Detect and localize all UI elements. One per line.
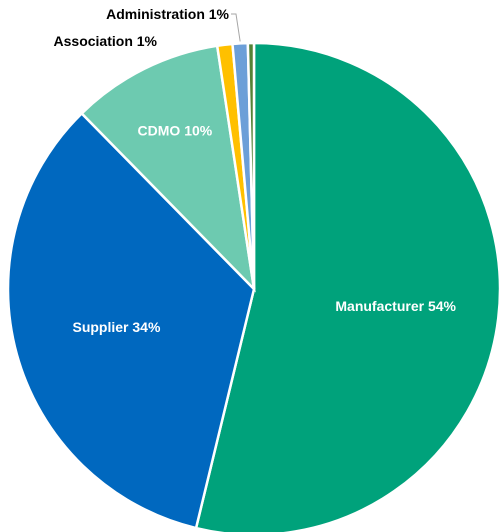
leader-line-administration (231, 13, 241, 42)
slice-supplier (6, 111, 256, 530)
slice-label-manufacturer: Manufacturer 54% (335, 298, 456, 314)
slice-label-administration: Administration 1% (106, 6, 229, 22)
slice-label-cdmo: CDMO 10% (138, 123, 213, 139)
slice-manufacturer (194, 41, 501, 532)
slice-label-supplier: Supplier 34% (72, 319, 160, 335)
slice-label-association: Association 1% (54, 33, 158, 49)
slice-cdmo (79, 44, 256, 293)
slice-other (246, 41, 256, 290)
